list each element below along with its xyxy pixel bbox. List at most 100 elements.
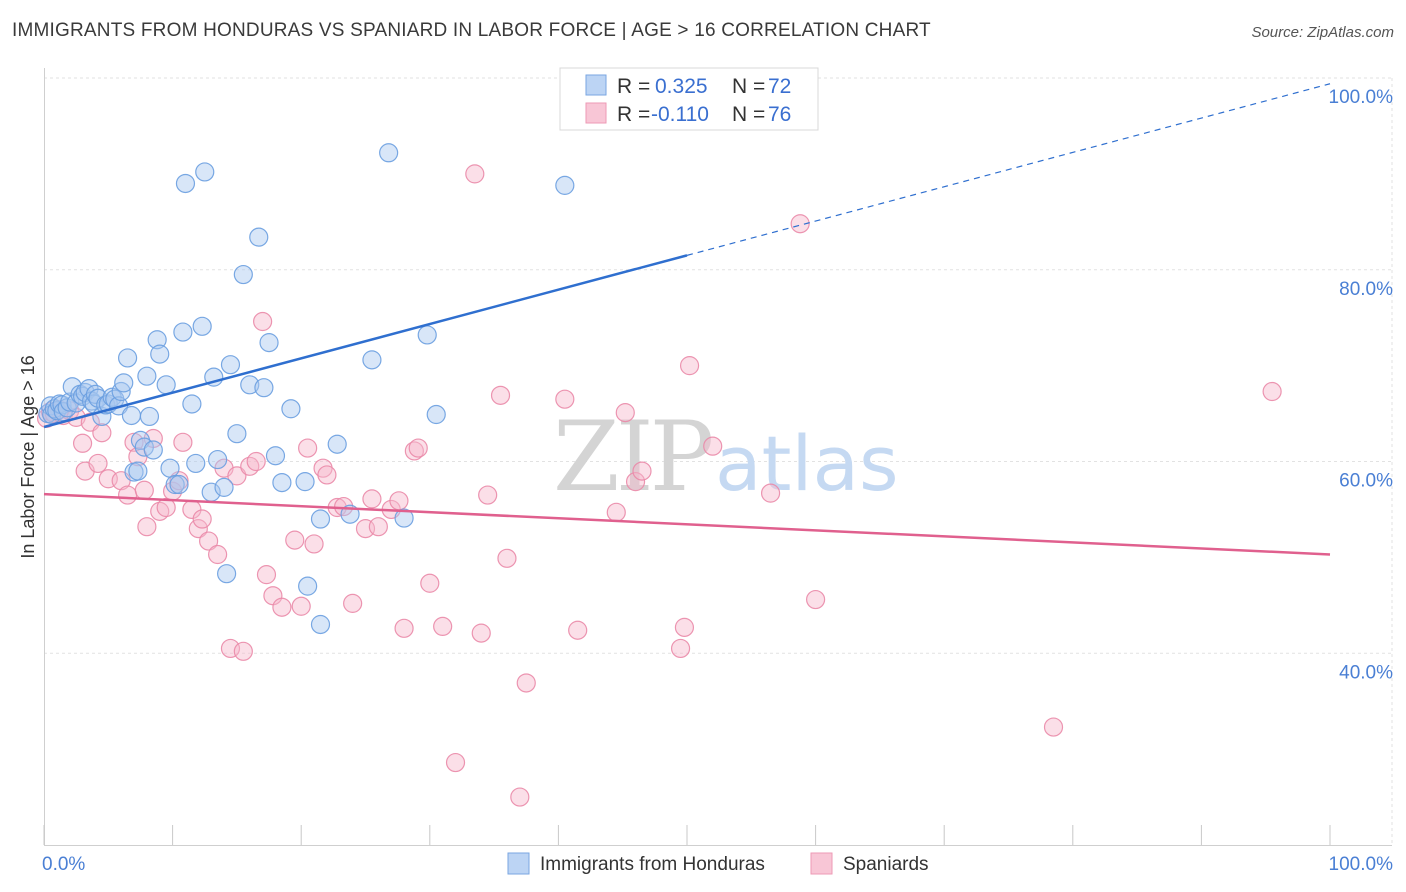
spaniards-point-74 bbox=[674, 617, 695, 637]
spaniards-point-63 bbox=[490, 385, 511, 405]
legend-bottom-swatch-honduras bbox=[507, 852, 530, 875]
spaniards-point-80 bbox=[1043, 717, 1064, 737]
spaniards-point-45 bbox=[317, 465, 337, 485]
spaniards-point-41 bbox=[291, 596, 311, 616]
honduras-trendline-extension bbox=[686, 83, 1331, 256]
spaniards-point-11 bbox=[92, 423, 112, 443]
honduras-point-6 bbox=[52, 395, 72, 415]
chart-title: IMMIGRANTS FROM HONDURAS VS SPANIARD IN … bbox=[12, 20, 931, 41]
honduras-point-29 bbox=[121, 405, 142, 426]
spaniards-point-62 bbox=[478, 485, 498, 505]
honduras-point-35 bbox=[139, 406, 160, 427]
spaniards-point-37 bbox=[256, 565, 277, 585]
honduras-point-68 bbox=[327, 434, 347, 454]
legend-r-value-spaniards: -0.110 bbox=[651, 103, 709, 126]
honduras-point-54 bbox=[217, 564, 237, 584]
spaniards-points bbox=[36, 164, 1282, 807]
spaniards-point-79 bbox=[805, 589, 826, 610]
spaniards-point-66 bbox=[516, 673, 536, 693]
honduras-point-72 bbox=[394, 508, 414, 528]
honduras-point-75 bbox=[555, 175, 575, 195]
spaniards-point-77 bbox=[760, 483, 781, 503]
watermark: ZIP atlas bbox=[553, 401, 899, 513]
spaniards-point-59 bbox=[445, 752, 466, 773]
spaniards-point-78 bbox=[790, 214, 810, 234]
spaniards-point-76 bbox=[703, 436, 723, 456]
spaniards-point-50 bbox=[362, 489, 382, 509]
spaniards-point-17 bbox=[134, 480, 154, 500]
spaniards-point-81 bbox=[1262, 381, 1282, 402]
legend-swatch-spaniards bbox=[585, 102, 607, 124]
x-tick-label-min: 0.0% bbox=[42, 854, 85, 875]
legend-n-value-honduras: 72 bbox=[768, 75, 791, 98]
spaniards-point-75 bbox=[679, 356, 700, 376]
y-axis-tick-labels: 40.0% 60.0% 80.0% 100.0% bbox=[1329, 87, 1394, 683]
axes bbox=[44, 68, 1392, 846]
spaniards-point-69 bbox=[606, 502, 626, 522]
honduras-point-67 bbox=[310, 614, 331, 635]
honduras-point-27 bbox=[114, 373, 134, 393]
y-axis-title: In Labor Force | Age > 16 bbox=[18, 355, 38, 558]
spaniards-point-27 bbox=[192, 509, 212, 529]
legend-top: R = 0.325 N = 72 R = -0.110 N = 76 bbox=[559, 67, 819, 131]
honduras-point-42 bbox=[169, 474, 189, 495]
honduras-point-73 bbox=[417, 325, 437, 345]
x-tick-label-max: 100.0% bbox=[1329, 854, 1394, 875]
y-tick-label-100: 100.0% bbox=[1329, 87, 1394, 108]
spaniards-point-26 bbox=[188, 519, 208, 539]
spaniards-point-18 bbox=[137, 517, 157, 537]
spaniards-point-68 bbox=[568, 620, 588, 640]
honduras-point-52 bbox=[214, 477, 234, 497]
honduras-point-56 bbox=[233, 264, 253, 285]
honduras-point-19 bbox=[88, 388, 108, 408]
legend-swatch-honduras bbox=[585, 74, 607, 96]
honduras-point-59 bbox=[254, 378, 274, 398]
spaniards-trendline bbox=[43, 492, 1331, 556]
spaniards-point-54 bbox=[394, 618, 414, 638]
spaniards-point-51 bbox=[368, 517, 388, 537]
honduras-point-64 bbox=[295, 472, 315, 492]
spaniards-point-42 bbox=[298, 438, 318, 458]
spaniards-point-14 bbox=[117, 485, 138, 505]
honduras-point-60 bbox=[259, 333, 279, 353]
legend-n-label-spaniards: N = bbox=[732, 103, 765, 126]
honduras-point-45 bbox=[182, 394, 202, 414]
honduras-trendline bbox=[43, 254, 688, 429]
honduras-point-74 bbox=[426, 404, 446, 425]
legend-n-value-spaniards: 76 bbox=[768, 103, 791, 126]
honduras-point-34 bbox=[137, 366, 157, 386]
spaniards-point-21 bbox=[156, 497, 176, 518]
honduras-point-44 bbox=[175, 173, 196, 194]
honduras-point-55 bbox=[227, 424, 247, 444]
y-tick-label-80: 80.0% bbox=[1339, 279, 1393, 300]
honduras-point-48 bbox=[195, 162, 215, 182]
legend-r-label-spaniards: R = bbox=[617, 103, 650, 126]
spaniards-point-67 bbox=[555, 389, 575, 409]
honduras-point-70 bbox=[362, 350, 382, 370]
spaniards-point-32 bbox=[227, 466, 247, 486]
spaniards-point-60 bbox=[465, 164, 485, 184]
spaniards-point-73 bbox=[670, 638, 691, 659]
spaniards-point-58 bbox=[433, 616, 453, 637]
spaniards-point-10 bbox=[88, 453, 108, 474]
spaniards-point-72 bbox=[632, 461, 652, 481]
spaniards-point-39 bbox=[272, 597, 292, 617]
spaniards-point-71 bbox=[625, 472, 646, 492]
spaniards-point-36 bbox=[253, 311, 273, 332]
honduras-point-57 bbox=[240, 375, 260, 395]
legend-bottom-swatch-spaniards bbox=[810, 852, 833, 875]
honduras-point-36 bbox=[143, 440, 163, 460]
honduras-point-46 bbox=[186, 453, 206, 474]
spaniards-point-40 bbox=[285, 530, 305, 550]
honduras-point-43 bbox=[173, 322, 193, 342]
spaniards-point-43 bbox=[304, 534, 324, 554]
trendlines bbox=[43, 83, 1331, 556]
honduras-point-39 bbox=[156, 375, 176, 395]
honduras-point-53 bbox=[220, 355, 241, 375]
honduras-point-58 bbox=[249, 227, 269, 247]
spaniards-point-35 bbox=[246, 451, 266, 472]
honduras-point-63 bbox=[281, 399, 301, 419]
honduras-point-65 bbox=[298, 576, 318, 596]
honduras-point-31 bbox=[128, 461, 148, 481]
